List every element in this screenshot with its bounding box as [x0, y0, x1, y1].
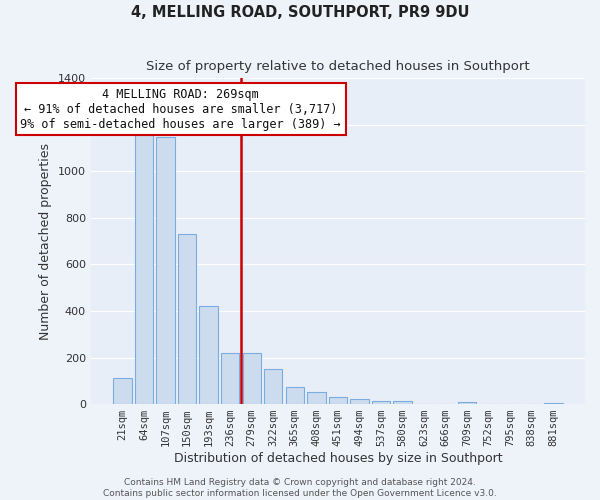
Text: Contains HM Land Registry data © Crown copyright and database right 2024.
Contai: Contains HM Land Registry data © Crown c…: [103, 478, 497, 498]
Text: 4 MELLING ROAD: 269sqm
← 91% of detached houses are smaller (3,717)
9% of semi-d: 4 MELLING ROAD: 269sqm ← 91% of detached…: [20, 88, 341, 130]
Bar: [307, 392, 326, 404]
Bar: [199, 306, 218, 404]
Bar: [113, 378, 131, 404]
Bar: [286, 386, 304, 404]
Title: Size of property relative to detached houses in Southport: Size of property relative to detached ho…: [146, 60, 530, 73]
Bar: [458, 402, 476, 404]
Bar: [329, 397, 347, 404]
Bar: [135, 136, 153, 404]
Text: 4, MELLING ROAD, SOUTHPORT, PR9 9DU: 4, MELLING ROAD, SOUTHPORT, PR9 9DU: [131, 5, 469, 20]
Bar: [178, 234, 196, 404]
Bar: [394, 400, 412, 404]
Y-axis label: Number of detached properties: Number of detached properties: [39, 142, 52, 340]
Bar: [242, 353, 261, 404]
Bar: [264, 369, 283, 404]
Bar: [544, 403, 563, 404]
Bar: [372, 400, 390, 404]
Bar: [350, 400, 368, 404]
X-axis label: Distribution of detached houses by size in Southport: Distribution of detached houses by size …: [173, 452, 502, 465]
Bar: [157, 136, 175, 404]
Bar: [221, 353, 239, 404]
